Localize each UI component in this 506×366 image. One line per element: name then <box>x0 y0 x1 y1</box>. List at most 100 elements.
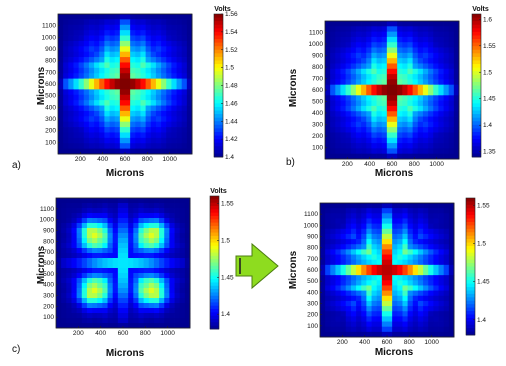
heatmap-cell <box>58 73 64 80</box>
heatmap-cell <box>71 253 78 259</box>
heatmap-cell <box>112 273 119 279</box>
heatmap-cell <box>186 51 193 58</box>
heatmap-cell <box>171 35 177 42</box>
heatmap-cell <box>340 326 347 333</box>
heatmap-cell <box>92 283 98 289</box>
heatmap-cell <box>402 233 409 240</box>
colorbar-swatch <box>472 99 481 104</box>
heatmap-cell <box>361 95 367 102</box>
heatmap-cell <box>433 259 439 266</box>
heatmap-cell <box>88 105 95 112</box>
heatmap-cell <box>361 121 367 128</box>
heatmap-cell <box>61 203 67 209</box>
heatmap-cell <box>355 31 362 38</box>
heatmap-cell <box>443 21 450 27</box>
heatmap-cell <box>392 31 398 38</box>
heatmap-cell <box>330 52 336 59</box>
heatmap-cell <box>366 100 372 107</box>
heatmap-cell <box>392 26 398 33</box>
heatmap-cell <box>371 208 378 214</box>
heatmap-cell <box>453 52 460 59</box>
colorbar-swatch <box>466 283 475 288</box>
heatmap-cell <box>361 316 367 322</box>
heatmap-cell <box>397 233 403 240</box>
heatmap-cell <box>56 323 62 329</box>
heatmap-cell <box>325 52 331 59</box>
heatmap-cell <box>386 79 393 86</box>
heatmap-cell <box>166 116 172 123</box>
colorbar-swatch <box>472 42 481 47</box>
heatmap-cell <box>371 137 377 144</box>
heatmap-cell <box>366 270 372 276</box>
heatmap-cell <box>381 208 388 214</box>
heatmap-cell <box>443 203 450 209</box>
heatmap-cell <box>335 36 341 43</box>
colorbar-swatch <box>466 300 475 305</box>
heatmap-cell <box>107 198 114 204</box>
colorbar-swatch <box>210 255 219 260</box>
heatmap-cell <box>433 275 439 281</box>
heatmap-cell <box>86 218 93 224</box>
heatmap-cell <box>335 213 342 219</box>
heatmap-cell <box>130 94 136 101</box>
heatmap-cell <box>371 21 377 27</box>
heatmap-cell <box>166 62 172 69</box>
heatmap-cell <box>133 218 139 224</box>
heatmap-cell <box>119 62 126 69</box>
heatmap-cell <box>433 316 439 322</box>
heatmap-cell <box>371 116 377 123</box>
heatmap-cell <box>443 326 450 333</box>
y-tick-label: 400 <box>307 289 318 296</box>
heatmap-cell <box>402 259 409 266</box>
heatmap-cell <box>325 111 331 117</box>
heatmap-cell <box>448 331 455 338</box>
heatmap-cell <box>397 111 403 117</box>
heatmap-cell <box>428 300 434 307</box>
heatmap-cell <box>150 84 157 90</box>
heatmap-cell <box>123 198 129 204</box>
heatmap-cell <box>428 244 434 250</box>
heatmap-cell <box>350 249 357 255</box>
heatmap-cell <box>159 243 165 249</box>
heatmap-cell <box>153 248 160 254</box>
heatmap-cell <box>407 316 414 322</box>
heatmap-cell <box>138 258 145 264</box>
heatmap-cell <box>125 51 131 58</box>
heatmap-cell <box>63 40 69 47</box>
heatmap-cell <box>148 313 155 319</box>
heatmap-cell <box>119 35 126 42</box>
heatmap-cell <box>184 248 191 254</box>
heatmap-cell <box>125 14 131 20</box>
heatmap-cell <box>350 58 357 64</box>
heatmap-cell <box>438 321 445 328</box>
heatmap-cell <box>83 51 90 58</box>
heatmap-cell <box>448 290 455 297</box>
heatmap-cell <box>56 233 62 239</box>
heatmap-cell <box>340 47 347 54</box>
heatmap-cell <box>325 84 331 91</box>
heatmap-cell <box>428 233 434 240</box>
colorbar-swatch <box>214 42 223 47</box>
heatmap-cell <box>330 326 336 333</box>
heatmap-cell <box>86 278 93 284</box>
heatmap-cell <box>320 275 326 281</box>
heatmap-cell <box>376 26 383 33</box>
heatmap-cell <box>340 26 347 33</box>
heatmap-cell <box>119 78 126 85</box>
heatmap-cell <box>371 239 378 245</box>
heatmap-cell <box>143 263 150 269</box>
heatmap-cell <box>171 78 177 85</box>
heatmap-cell <box>125 40 131 47</box>
colorbar-swatch <box>472 17 481 22</box>
heatmap-cell <box>423 326 429 333</box>
heatmap-cell <box>325 239 331 245</box>
heatmap-cell <box>174 298 181 304</box>
heatmap-cell <box>356 264 362 271</box>
heatmap-cell <box>145 143 152 150</box>
heatmap-cell <box>130 14 136 20</box>
heatmap-cell <box>350 264 357 271</box>
heatmap-cell <box>371 321 378 328</box>
heatmap-cell <box>356 213 362 219</box>
heatmap-cell <box>176 46 183 53</box>
heatmap-cell <box>125 24 131 31</box>
